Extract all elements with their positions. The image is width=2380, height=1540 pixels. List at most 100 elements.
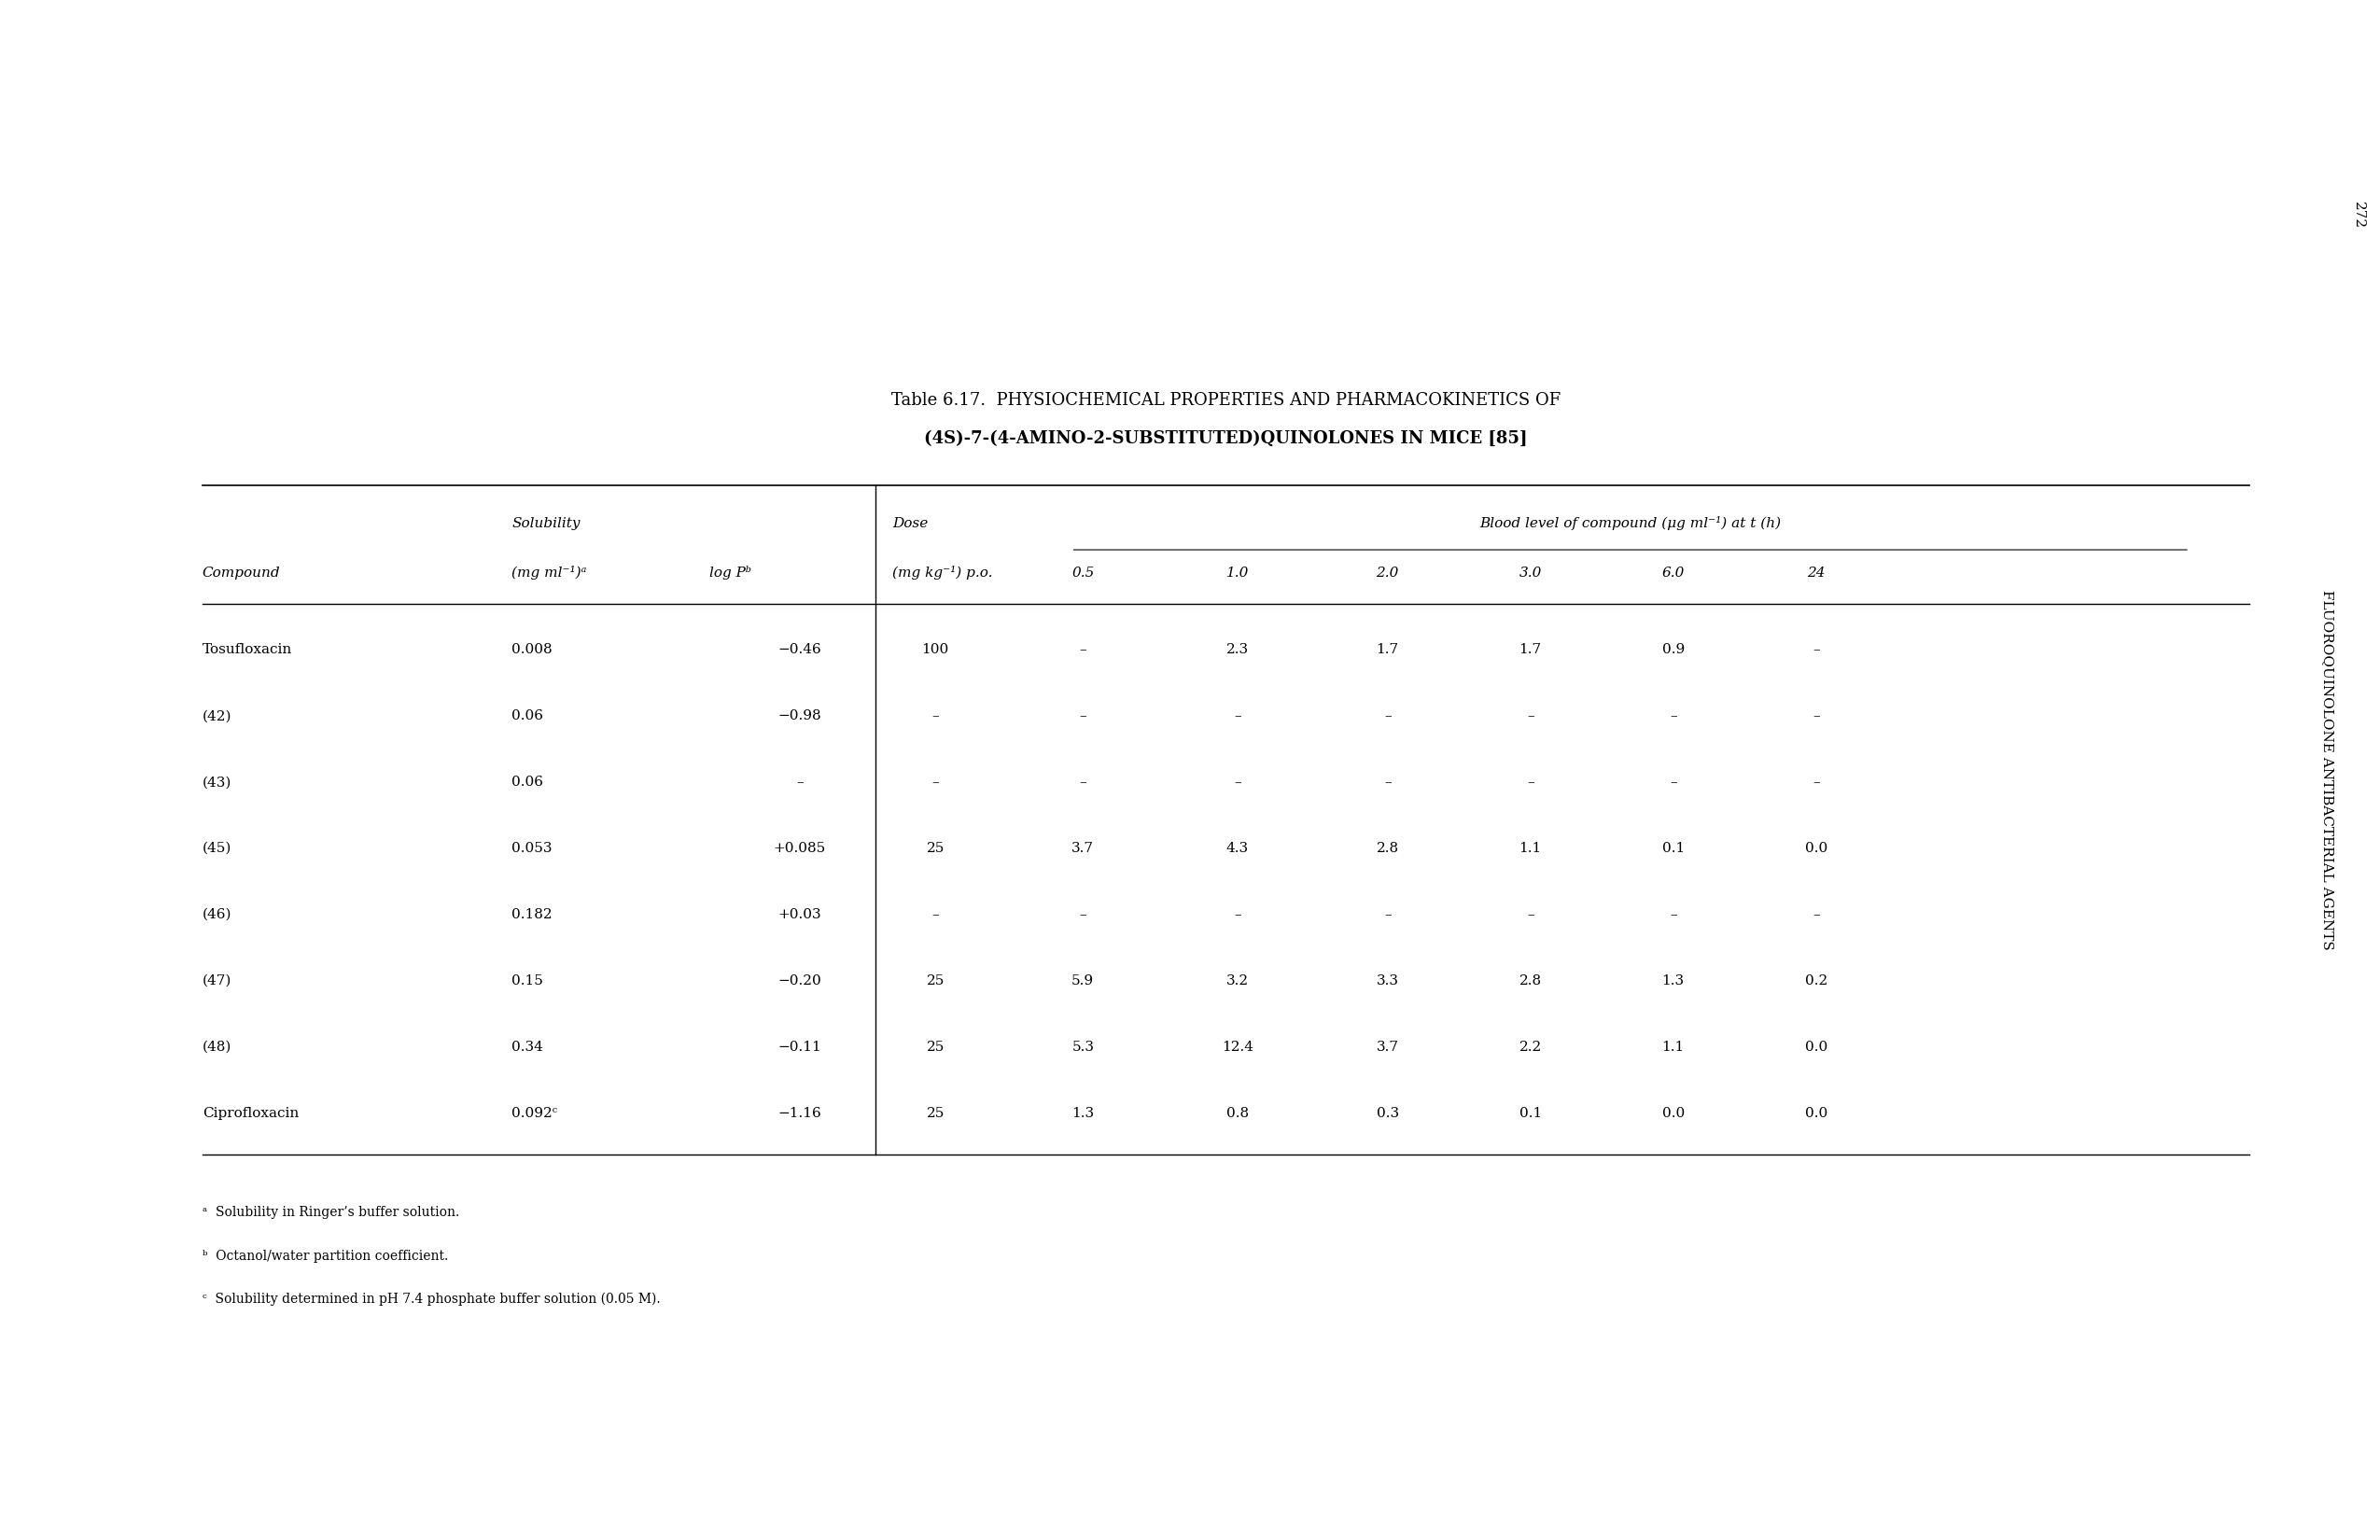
Text: 4.3: 4.3 xyxy=(1226,842,1250,855)
Text: 3.3: 3.3 xyxy=(1376,975,1399,987)
Text: 0.9: 0.9 xyxy=(1661,644,1685,656)
Text: 1.0: 1.0 xyxy=(1226,567,1250,579)
Text: 1.7: 1.7 xyxy=(1518,644,1542,656)
Text: −0.98: −0.98 xyxy=(778,710,821,722)
Text: (48): (48) xyxy=(202,1041,231,1053)
Text: –: – xyxy=(1671,776,1676,788)
Text: 25: 25 xyxy=(926,1041,945,1053)
Text: (43): (43) xyxy=(202,776,231,788)
Text: −0.20: −0.20 xyxy=(778,975,821,987)
Text: 3.7: 3.7 xyxy=(1071,842,1095,855)
Text: 0.2: 0.2 xyxy=(1804,975,1828,987)
Text: Table 6.17.  PHYSIOCHEMICAL PROPERTIES AND PHARMACOKINETICS OF: Table 6.17. PHYSIOCHEMICAL PROPERTIES AN… xyxy=(890,393,1561,408)
Text: 0.5: 0.5 xyxy=(1071,567,1095,579)
Text: –: – xyxy=(1814,909,1818,921)
Text: (47): (47) xyxy=(202,975,231,987)
Text: Ciprofloxacin: Ciprofloxacin xyxy=(202,1107,298,1120)
Text: 24: 24 xyxy=(1806,567,1825,579)
Text: –: – xyxy=(1385,710,1390,722)
Text: 0.0: 0.0 xyxy=(1804,1107,1828,1120)
Text: 5.9: 5.9 xyxy=(1071,975,1095,987)
Text: 0.0: 0.0 xyxy=(1661,1107,1685,1120)
Text: Compound: Compound xyxy=(202,567,281,579)
Text: –: – xyxy=(1081,909,1085,921)
Text: 0.053: 0.053 xyxy=(512,842,552,855)
Text: –: – xyxy=(933,776,938,788)
Text: 1.7: 1.7 xyxy=(1376,644,1399,656)
Text: FLUOROQUINOLONE ANTIBACTERIAL AGENTS: FLUOROQUINOLONE ANTIBACTERIAL AGENTS xyxy=(2320,590,2335,950)
Text: –: – xyxy=(1081,776,1085,788)
Text: 3.0: 3.0 xyxy=(1518,567,1542,579)
Text: +0.03: +0.03 xyxy=(778,909,821,921)
Text: 2.2: 2.2 xyxy=(1518,1041,1542,1053)
Text: 0.15: 0.15 xyxy=(512,975,543,987)
Text: –: – xyxy=(1528,710,1533,722)
Text: 1.1: 1.1 xyxy=(1661,1041,1685,1053)
Text: –: – xyxy=(1385,776,1390,788)
Text: 0.06: 0.06 xyxy=(512,710,543,722)
Text: –: – xyxy=(1814,776,1818,788)
Text: 0.1: 0.1 xyxy=(1661,842,1685,855)
Text: 0.34: 0.34 xyxy=(512,1041,543,1053)
Text: –: – xyxy=(1385,909,1390,921)
Text: –: – xyxy=(1235,776,1240,788)
Text: –: – xyxy=(933,710,938,722)
Text: –: – xyxy=(1671,710,1676,722)
Text: 5.3: 5.3 xyxy=(1071,1041,1095,1053)
Text: 2.0: 2.0 xyxy=(1376,567,1399,579)
Text: –: – xyxy=(797,776,802,788)
Text: 3.2: 3.2 xyxy=(1226,975,1250,987)
Text: –: – xyxy=(1814,710,1818,722)
Text: 272: 272 xyxy=(2351,202,2366,229)
Text: 6.0: 6.0 xyxy=(1661,567,1685,579)
Text: 0.182: 0.182 xyxy=(512,909,552,921)
Text: 25: 25 xyxy=(926,1107,945,1120)
Text: 2.3: 2.3 xyxy=(1226,644,1250,656)
Text: 0.8: 0.8 xyxy=(1226,1107,1250,1120)
Text: 1.1: 1.1 xyxy=(1518,842,1542,855)
Text: Blood level of compound (μg ml⁻¹) at t (h): Blood level of compound (μg ml⁻¹) at t (… xyxy=(1480,516,1780,531)
Text: 1.3: 1.3 xyxy=(1661,975,1685,987)
Text: 12.4: 12.4 xyxy=(1221,1041,1254,1053)
Text: ᵃ  Solubility in Ringer’s buffer solution.: ᵃ Solubility in Ringer’s buffer solution… xyxy=(202,1206,459,1220)
Text: (45): (45) xyxy=(202,842,231,855)
Text: Solubility: Solubility xyxy=(512,517,581,530)
Text: –: – xyxy=(1081,710,1085,722)
Text: (42): (42) xyxy=(202,710,231,722)
Text: −0.11: −0.11 xyxy=(778,1041,821,1053)
Text: –: – xyxy=(1528,776,1533,788)
Text: –: – xyxy=(1671,909,1676,921)
Text: −0.46: −0.46 xyxy=(778,644,821,656)
Text: 0.1: 0.1 xyxy=(1518,1107,1542,1120)
Text: 1.3: 1.3 xyxy=(1071,1107,1095,1120)
Text: 0.0: 0.0 xyxy=(1804,1041,1828,1053)
Text: 2.8: 2.8 xyxy=(1376,842,1399,855)
Text: 0.3: 0.3 xyxy=(1376,1107,1399,1120)
Text: log Pᵇ: log Pᵇ xyxy=(709,565,752,581)
Text: (mg kg⁻¹) p.o.: (mg kg⁻¹) p.o. xyxy=(892,565,992,581)
Text: 25: 25 xyxy=(926,975,945,987)
Text: ᶜ  Solubility determined in pH 7.4 phosphate buffer solution (0.05 M).: ᶜ Solubility determined in pH 7.4 phosph… xyxy=(202,1292,659,1306)
Text: 2.8: 2.8 xyxy=(1518,975,1542,987)
Text: Tosufloxacin: Tosufloxacin xyxy=(202,644,293,656)
Text: ᵇ  Octanol/water partition coefficient.: ᵇ Octanol/water partition coefficient. xyxy=(202,1249,447,1263)
Text: (mg ml⁻¹)ᵃ: (mg ml⁻¹)ᵃ xyxy=(512,565,588,581)
Text: Dose: Dose xyxy=(892,517,928,530)
Text: –: – xyxy=(1814,644,1818,656)
Text: −1.16: −1.16 xyxy=(778,1107,821,1120)
Text: –: – xyxy=(1528,909,1533,921)
Text: –: – xyxy=(1081,644,1085,656)
Text: –: – xyxy=(933,909,938,921)
Text: (4S)-7-(4-AMINO-2-SUBSTITUTED)QUINOLONES IN MICE [85]: (4S)-7-(4-AMINO-2-SUBSTITUTED)QUINOLONES… xyxy=(923,431,1528,447)
Text: 0.0: 0.0 xyxy=(1804,842,1828,855)
Text: (46): (46) xyxy=(202,909,231,921)
Text: 0.06: 0.06 xyxy=(512,776,543,788)
Text: –: – xyxy=(1235,909,1240,921)
Text: 3.7: 3.7 xyxy=(1376,1041,1399,1053)
Text: 0.092ᶜ: 0.092ᶜ xyxy=(512,1107,557,1120)
Text: 100: 100 xyxy=(921,644,950,656)
Text: +0.085: +0.085 xyxy=(774,842,826,855)
Text: 25: 25 xyxy=(926,842,945,855)
Text: 0.008: 0.008 xyxy=(512,644,552,656)
Text: –: – xyxy=(1235,710,1240,722)
